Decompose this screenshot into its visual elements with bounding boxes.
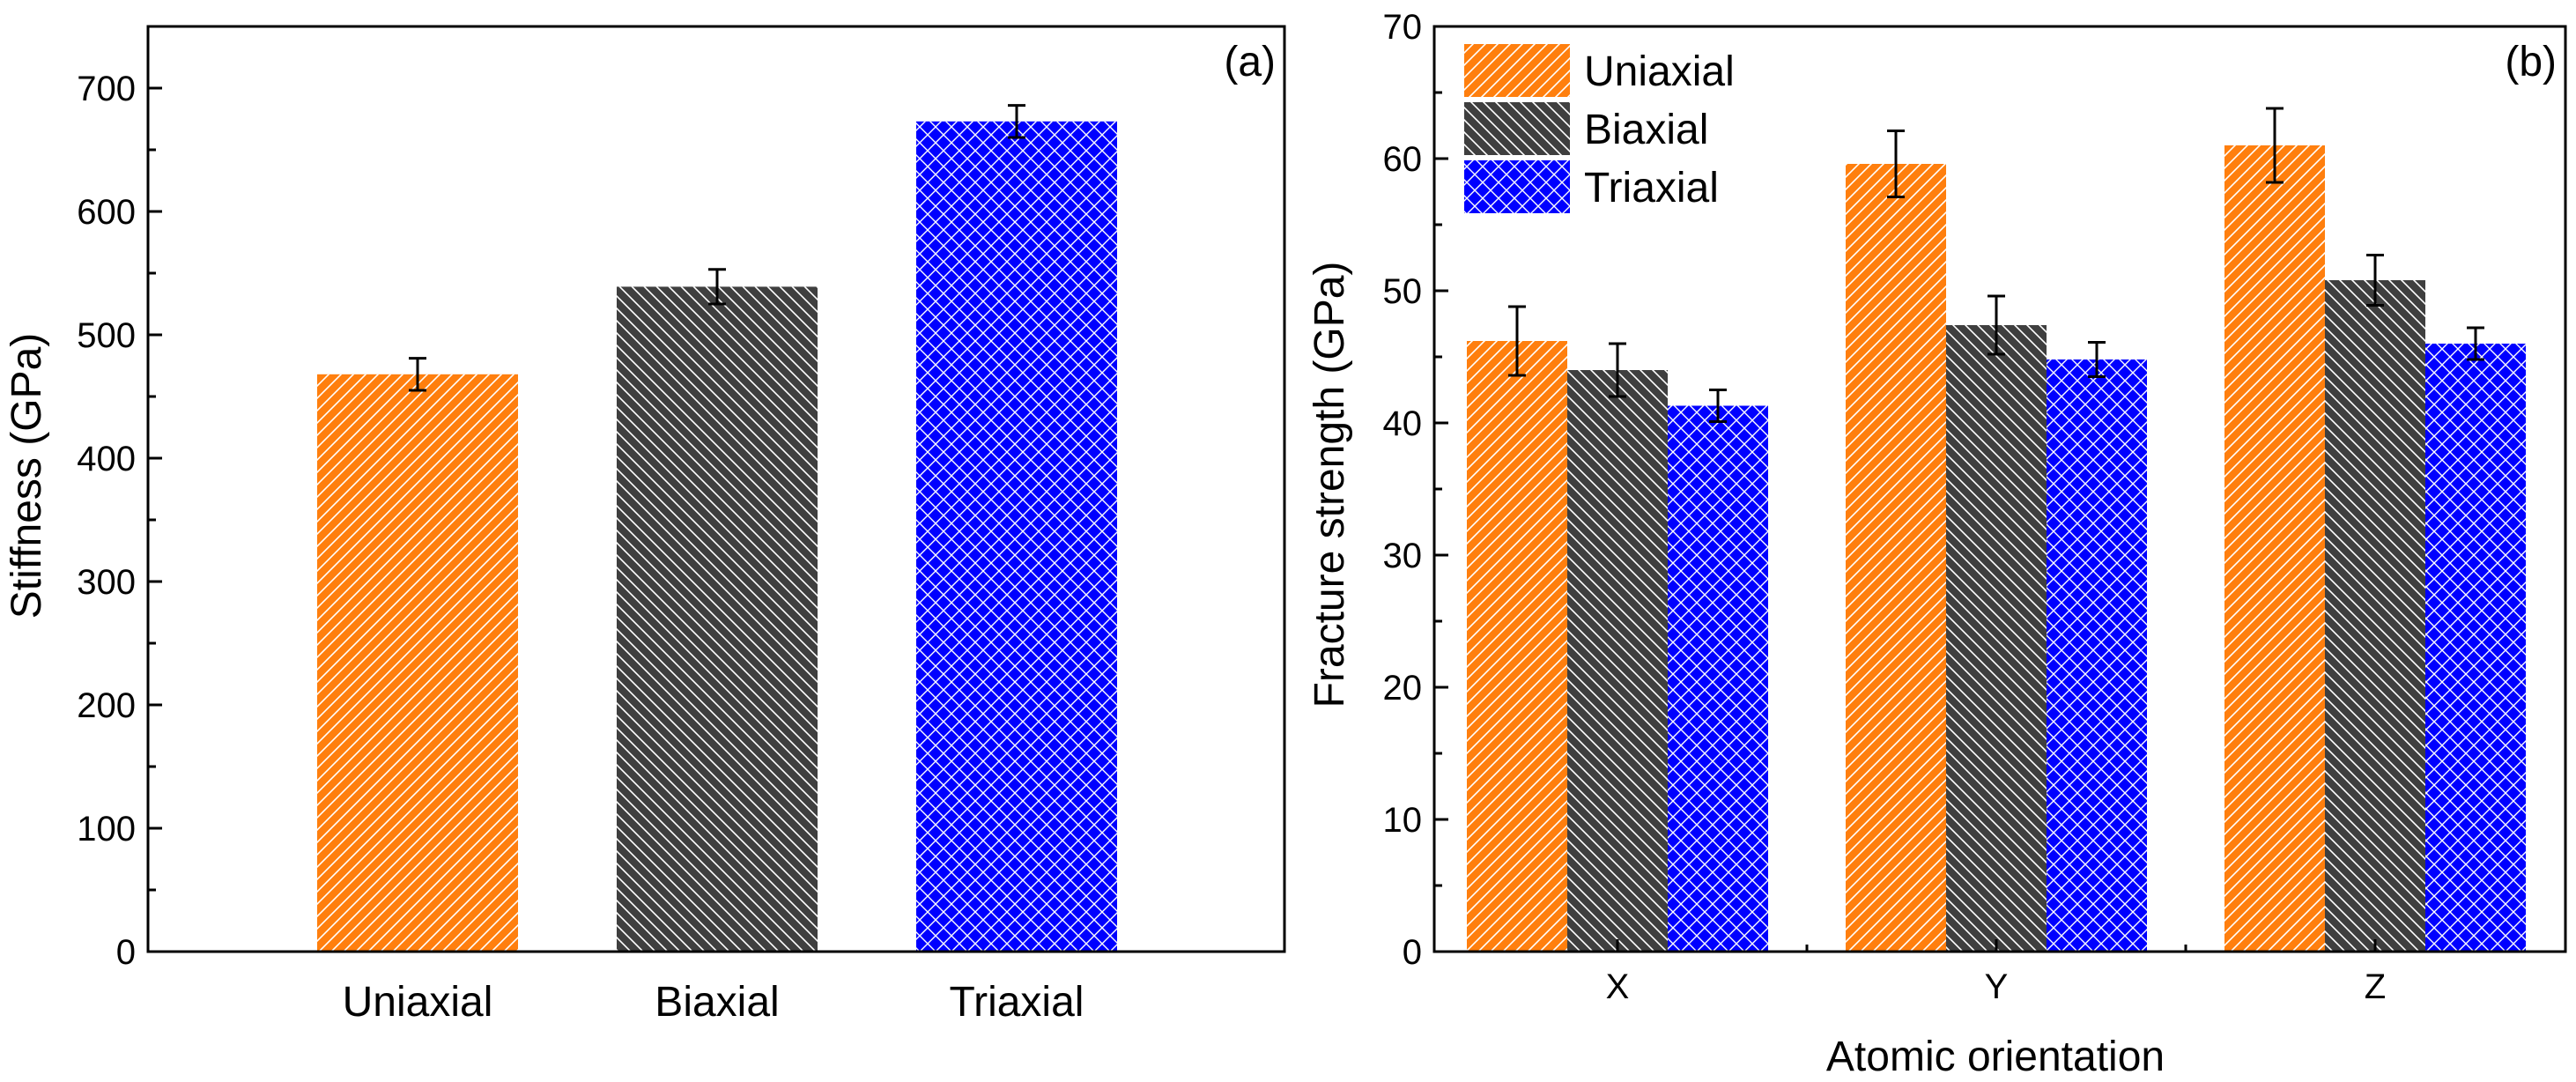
bar-y-biaxial-hatch — [1946, 325, 2047, 952]
y-tick-label: 70 — [1383, 8, 1423, 47]
bar-uniaxial-hatch — [317, 374, 518, 952]
y-tick-label: 100 — [77, 810, 136, 849]
panel-a-label: (a) — [1224, 39, 1276, 85]
y-tick-label: 500 — [77, 316, 136, 355]
panel-b-y-axis: 0 10 20 30 40 50 60 70 — [1383, 8, 1448, 972]
legend-biaxial-swatch-hatch — [1464, 102, 1570, 155]
x-tick-label-z: Z — [2365, 967, 2386, 1006]
panel-a-stiffness: 0 100 200 300 400 500 600 700 Uniaxial Biaxial Tr… — [4, 25, 1286, 1026]
y-tick-label: 0 — [116, 933, 136, 972]
x-tick-label-triaxial: Triaxial — [950, 979, 1084, 1026]
panel-a-error-bars — [409, 104, 1025, 392]
bar-z-biaxial-hatch — [2325, 280, 2425, 952]
panel-b-label: (b) — [2505, 39, 2557, 85]
bar-biaxial-hatch — [617, 286, 818, 952]
legend-uniaxial-swatch-hatch — [1464, 44, 1570, 97]
bar-y-uniaxial-hatch — [1846, 164, 1946, 952]
y-tick-label: 200 — [77, 686, 136, 725]
y-tick-label: 60 — [1383, 140, 1423, 179]
y-tick-label: 50 — [1383, 272, 1423, 311]
bar-z-uniaxial-hatch — [2224, 145, 2325, 952]
x-tick-label-biaxial: Biaxial — [655, 979, 779, 1026]
panel-b-x-axis-title: Atomic orientation — [1826, 1034, 2165, 1080]
panel-a-frame — [146, 25, 1286, 953]
bar-triaxial-hatch — [916, 121, 1117, 952]
y-tick-label: 30 — [1383, 537, 1423, 575]
panel-b-bars — [1467, 145, 2526, 952]
panel-a-y-axis: 0 100 200 300 400 500 600 700 — [77, 70, 162, 972]
y-tick-label: 10 — [1383, 801, 1423, 840]
y-tick-label: 0 — [1403, 933, 1422, 972]
panel-b-legend: Uniaxial Biaxial Triaxial — [1464, 44, 1735, 213]
legend-biaxial-label: Biaxial — [1584, 107, 1708, 153]
legend-uniaxial-label: Uniaxial — [1584, 48, 1735, 95]
y-tick-label: 300 — [77, 563, 136, 602]
panel-b-fracture-strength: 0 10 20 30 40 50 60 70 X Y Z Fracture strength (G… — [1307, 8, 2567, 1080]
panel-a-bars — [317, 121, 1117, 952]
x-tick-label-uniaxial: Uniaxial — [343, 979, 493, 1026]
panel-b-error-bars — [1508, 107, 2484, 423]
bar-x-biaxial-hatch — [1567, 370, 1668, 952]
legend-triaxial-label: Triaxial — [1584, 165, 1719, 211]
y-tick-label: 400 — [77, 440, 136, 478]
legend-triaxial-swatch-hatch — [1464, 160, 1570, 213]
bar-x-uniaxial-hatch — [1467, 341, 1567, 952]
bar-z-triaxial-hatch — [2425, 344, 2526, 952]
x-tick-label-x: X — [1606, 967, 1630, 1006]
panel-a-y-axis-title: Stiffness (GPa) — [4, 333, 50, 619]
y-tick-label: 600 — [77, 193, 136, 232]
x-tick-label-y: Y — [1985, 967, 2009, 1006]
panel-b-y-axis-title: Fracture strength (GPa) — [1307, 262, 1353, 708]
y-tick-label: 40 — [1383, 404, 1423, 443]
panel-b-x-axis: X Y Z — [1606, 939, 2386, 1006]
bar-y-triaxial-hatch — [2047, 359, 2147, 952]
y-tick-label: 20 — [1383, 669, 1423, 708]
bar-x-triaxial-hatch — [1668, 405, 1768, 952]
y-tick-label: 700 — [77, 70, 136, 108]
panel-a-x-axis: Uniaxial Biaxial Triaxial — [343, 979, 1084, 1026]
